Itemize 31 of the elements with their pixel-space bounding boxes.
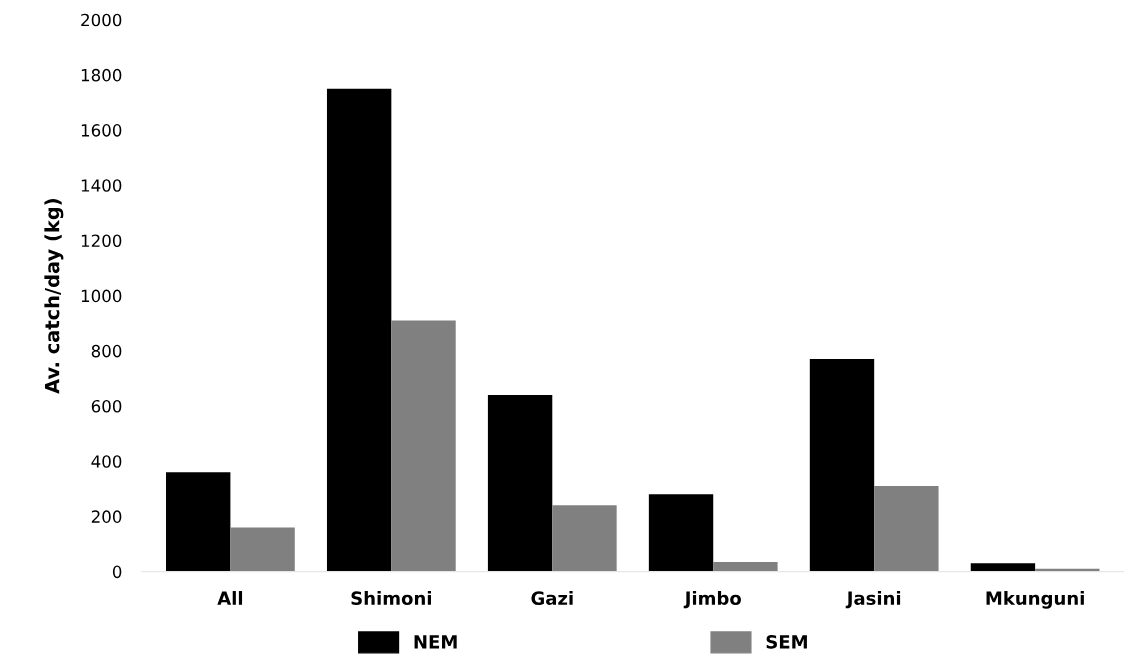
bar [648, 494, 714, 572]
y-tick-label: 600 [91, 399, 122, 413]
bar [487, 394, 553, 572]
y-tick-label: 1600 [81, 124, 122, 137]
y-tick-label: 200 [91, 510, 122, 523]
x-tick-label: Gazi [531, 591, 573, 606]
y-tick-label: 0 [112, 565, 122, 579]
x-tick-label: Mkunguni [986, 591, 1084, 609]
x-tick-label: Jasini [845, 591, 901, 609]
bar [970, 563, 1036, 572]
legend-label: SEM [766, 635, 807, 649]
bar [552, 505, 617, 572]
bar [166, 472, 231, 572]
y-tick-label: 400 [91, 455, 122, 468]
bar [713, 561, 778, 572]
x-tick-label: All [217, 591, 243, 605]
y-axis-title: Av. catch/day (kg) [44, 199, 64, 394]
bar [809, 359, 875, 572]
bar [874, 486, 939, 572]
x-tick-label: Jimbo [683, 591, 741, 609]
y-tick-label: 2000 [81, 13, 122, 27]
y-tick-label: 1200 [81, 234, 122, 248]
bar [391, 320, 456, 572]
y-tick-label: 800 [91, 344, 122, 358]
y-tick-label: 1000 [81, 289, 122, 303]
y-tick-label: 1400 [81, 179, 122, 192]
x-tick-label: Shimoni [351, 591, 431, 606]
bar [326, 88, 392, 572]
y-tick-label: 1800 [81, 68, 122, 82]
legend-label: NEM [414, 635, 457, 649]
bar [230, 527, 295, 572]
